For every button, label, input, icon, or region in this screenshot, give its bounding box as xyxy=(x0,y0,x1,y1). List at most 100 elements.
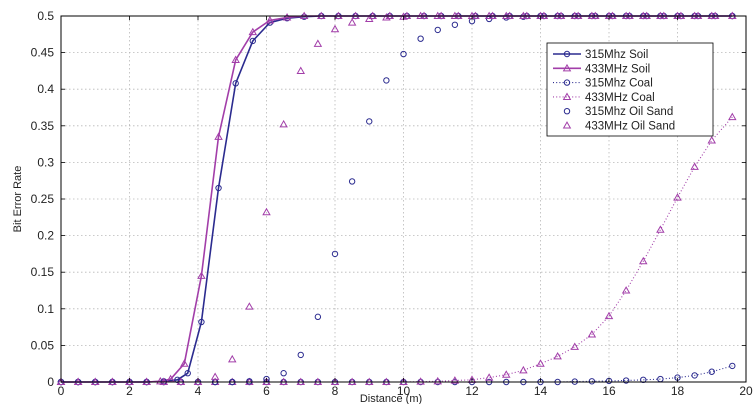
x-tick-label: 6 xyxy=(263,384,270,398)
legend-marker xyxy=(563,108,571,115)
data-point xyxy=(417,35,424,42)
x-tick-label: 14 xyxy=(534,384,548,398)
data-point xyxy=(640,376,647,384)
x-tick-label: 10 xyxy=(397,384,411,398)
data-point xyxy=(690,162,699,170)
data-point xyxy=(232,80,239,87)
y-tick-labels: 0 0.05 0.1 0.15 0.2 0.25 0.3 0.35 0.4 0.45 0.5 xyxy=(31,9,746,389)
data-point xyxy=(588,378,596,385)
data-point xyxy=(246,378,253,385)
data-point xyxy=(231,55,240,63)
data-point xyxy=(553,351,562,360)
data-point xyxy=(262,207,271,216)
data-point xyxy=(366,118,373,125)
x-tick-label: 8 xyxy=(332,384,339,398)
legend-marker xyxy=(562,92,572,100)
data-point xyxy=(656,225,665,233)
legend-label: 433MHz Coal xyxy=(585,92,655,104)
legend-box xyxy=(546,42,714,137)
data-point xyxy=(313,39,323,47)
y-tick-label: 0.45 xyxy=(31,46,55,60)
data-point xyxy=(501,370,511,378)
data-point xyxy=(331,250,339,258)
legend-marker xyxy=(562,121,572,129)
legend-label: 315Mhz Oil Sand xyxy=(585,106,673,118)
y-axis-title: Bit Error Rate xyxy=(12,166,24,233)
data-point xyxy=(296,66,306,74)
data-point xyxy=(248,27,258,36)
data-point xyxy=(197,271,206,279)
x-tick-labels: 0 2 4 6 8 10 12 14 16 18 20 xyxy=(58,16,753,398)
y-tick-label: 0.4 xyxy=(37,82,54,96)
y-tick-label: 0.2 xyxy=(37,229,54,243)
y-tick-label: 0.3 xyxy=(37,155,54,169)
data-point xyxy=(227,354,237,363)
data-point xyxy=(330,24,340,33)
data-point xyxy=(622,377,630,384)
data-point xyxy=(519,365,528,374)
data-point xyxy=(434,26,441,34)
y-tick-label: 0.05 xyxy=(31,338,55,352)
legend-label: 315Mhz Coal xyxy=(585,78,653,90)
data-point xyxy=(708,368,715,375)
y-tick-label: 0.35 xyxy=(31,119,55,133)
data-point xyxy=(383,77,390,84)
data-point xyxy=(282,13,292,21)
legend-item-433mhz-coal: 433MHz Coal xyxy=(553,92,655,104)
data-point xyxy=(348,178,356,185)
x-axis-title: Distance (m) xyxy=(360,393,422,404)
data-point xyxy=(364,14,374,22)
data-point xyxy=(451,21,459,28)
legend-item-315mhz-soil: 315Mhz Soil xyxy=(553,49,648,61)
x-tick-label: 20 xyxy=(739,384,753,398)
data-point xyxy=(691,372,698,379)
data-point xyxy=(198,318,205,326)
legend-marker xyxy=(563,50,571,58)
data-point xyxy=(621,286,631,294)
y-tick-label: 0 xyxy=(47,375,54,389)
data-point xyxy=(210,372,220,380)
data-point xyxy=(280,370,287,377)
legend-item-315mhz-oil-sand: 315Mhz Oil Sand xyxy=(563,106,673,118)
data-point xyxy=(249,37,257,45)
legend-item-433mhz-oil-sand: 433MHz Oil Sand xyxy=(562,121,675,133)
data-point xyxy=(279,119,288,128)
y-tick-label: 0.25 xyxy=(31,192,55,206)
x-tick-label: 12 xyxy=(465,384,479,398)
data-point xyxy=(484,373,494,381)
data-point xyxy=(707,136,717,144)
data-point xyxy=(416,377,425,385)
y-tick-label: 0.15 xyxy=(31,265,55,279)
data-point xyxy=(673,193,682,201)
legend-label: 433MHz Soil xyxy=(585,63,650,75)
data-point xyxy=(215,184,222,192)
data-point xyxy=(382,13,391,21)
data-point xyxy=(536,359,545,367)
data-point xyxy=(729,362,736,370)
data-point xyxy=(297,351,304,359)
data-point xyxy=(180,359,189,367)
x-tick-label: 0 xyxy=(58,384,65,398)
data-point xyxy=(400,50,407,58)
legend-marker xyxy=(563,79,571,86)
data-point xyxy=(184,370,191,377)
data-point xyxy=(728,112,737,121)
x-tick-label: 4 xyxy=(195,384,202,398)
data-point xyxy=(245,302,254,310)
data-point xyxy=(433,376,443,385)
legend-label: 433MHz Oil Sand xyxy=(585,121,675,133)
data-point xyxy=(314,313,322,321)
legend: 315Mhz Soil 433MHz Soil 315Mhz Coal 433MHz … xyxy=(546,42,714,137)
x-tick-label: 2 xyxy=(126,384,133,398)
data-point xyxy=(347,18,357,26)
x-tick-label: 18 xyxy=(671,384,685,398)
data-point xyxy=(214,132,223,140)
data-point xyxy=(638,256,648,265)
data-point xyxy=(604,311,614,320)
data-point xyxy=(570,342,580,350)
legend-item-433mhz-soil: 433MHz Soil xyxy=(553,63,650,75)
data-point xyxy=(265,15,275,24)
y-tick-label: 0.1 xyxy=(37,302,54,316)
legend-marker xyxy=(562,63,572,72)
